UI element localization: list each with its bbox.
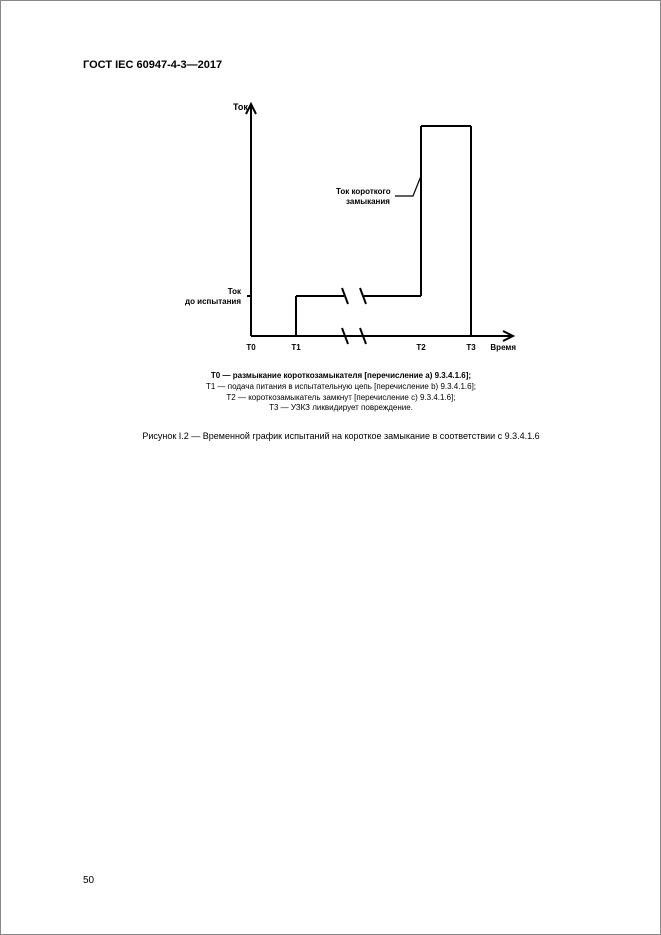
document-header: ГОСТ IEC 60947-4-3—2017 — [83, 59, 222, 71]
page-number: 50 — [83, 875, 94, 886]
y-pretest-label-2: до испытания — [185, 297, 241, 306]
legend-t0: T0 — размыкание короткозамыкателя [переч… — [106, 371, 576, 382]
legend-t3: T3 — УЗКЗ ликвидирует повреждение. — [106, 403, 576, 414]
x-tick-t1: T1 — [291, 343, 301, 352]
chart-svg: Ток Ток до испытания — [141, 96, 521, 366]
legend-t1: T1 — подача питания в испытательную цепь… — [106, 382, 576, 393]
page: ГОСТ IEC 60947-4-3—2017 Ток — [0, 0, 661, 935]
timing-chart: Ток Ток до испытания — [141, 96, 521, 366]
annotation-line1: Ток короткого — [336, 187, 391, 196]
figure-caption: Рисунок I.2 — Временной график испытаний… — [61, 431, 621, 441]
x-tick-t2: T2 — [416, 343, 426, 352]
x-axis-label: Время — [490, 343, 516, 352]
annotation-line2: замыкания — [346, 197, 390, 206]
x-tick-t3: T3 — [466, 343, 476, 352]
y-pretest-label-1: Ток — [228, 287, 242, 296]
legend-t2: T2 — короткозамыкатель замкнут [перечисл… — [106, 393, 576, 404]
legend: T0 — размыкание короткозамыкателя [переч… — [106, 371, 576, 414]
x-tick-t0: T0 — [246, 343, 256, 352]
y-axis-label: Ток — [233, 102, 248, 112]
